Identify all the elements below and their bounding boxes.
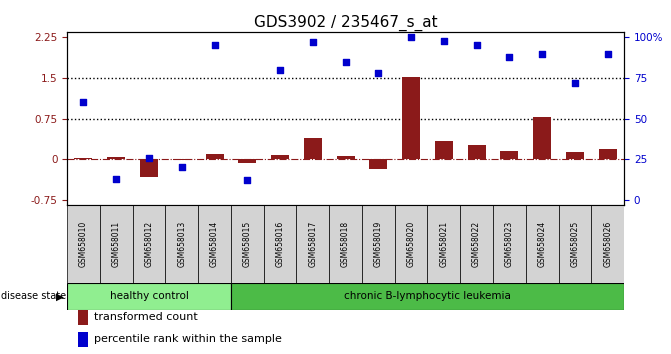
Text: percentile rank within the sample: percentile rank within the sample bbox=[94, 334, 282, 344]
Bar bbox=[107, 157, 125, 159]
Bar bbox=[133, 205, 165, 283]
Text: healthy control: healthy control bbox=[109, 291, 189, 302]
Text: GSM658025: GSM658025 bbox=[570, 221, 579, 267]
Text: disease state: disease state bbox=[1, 291, 66, 302]
Bar bbox=[329, 205, 362, 283]
Bar bbox=[435, 141, 453, 159]
Title: GDS3902 / 235467_s_at: GDS3902 / 235467_s_at bbox=[254, 14, 437, 30]
Bar bbox=[427, 205, 460, 283]
Bar bbox=[79, 310, 89, 325]
Point bbox=[406, 34, 417, 40]
Bar bbox=[67, 283, 231, 310]
Point bbox=[307, 39, 318, 45]
Bar bbox=[100, 205, 133, 283]
Bar bbox=[526, 205, 558, 283]
Bar bbox=[369, 159, 387, 169]
Bar bbox=[566, 152, 584, 159]
Text: chronic B-lymphocytic leukemia: chronic B-lymphocytic leukemia bbox=[344, 291, 511, 302]
Text: GSM658019: GSM658019 bbox=[374, 221, 383, 267]
Text: GSM658024: GSM658024 bbox=[537, 221, 547, 267]
Bar bbox=[198, 205, 231, 283]
Bar bbox=[337, 156, 354, 159]
Text: GSM658013: GSM658013 bbox=[177, 221, 187, 267]
Point bbox=[504, 54, 515, 59]
Text: ▶: ▶ bbox=[56, 291, 64, 302]
Bar bbox=[533, 117, 551, 159]
Bar bbox=[140, 159, 158, 177]
Point bbox=[78, 99, 89, 105]
Bar bbox=[362, 205, 395, 283]
Text: GSM658020: GSM658020 bbox=[407, 221, 415, 267]
Text: GSM658018: GSM658018 bbox=[341, 221, 350, 267]
Bar bbox=[74, 158, 93, 159]
Text: GSM658014: GSM658014 bbox=[210, 221, 219, 267]
Bar bbox=[67, 205, 100, 283]
Bar bbox=[304, 138, 322, 159]
Point bbox=[111, 176, 121, 182]
Bar bbox=[297, 205, 329, 283]
Bar bbox=[271, 155, 289, 159]
Text: GSM658023: GSM658023 bbox=[505, 221, 514, 267]
Text: GSM658017: GSM658017 bbox=[308, 221, 317, 267]
Point bbox=[209, 42, 220, 48]
Point bbox=[176, 165, 187, 170]
Bar bbox=[231, 283, 624, 310]
Text: transformed count: transformed count bbox=[94, 312, 197, 322]
Point bbox=[144, 155, 154, 160]
Point bbox=[537, 51, 548, 56]
Point bbox=[242, 178, 253, 183]
Text: GSM658021: GSM658021 bbox=[440, 221, 448, 267]
Bar bbox=[599, 149, 617, 159]
Bar bbox=[264, 205, 297, 283]
Bar bbox=[591, 205, 624, 283]
Point bbox=[570, 80, 580, 86]
Text: GSM658011: GSM658011 bbox=[112, 221, 121, 267]
Text: GSM658026: GSM658026 bbox=[603, 221, 612, 267]
Text: GSM658022: GSM658022 bbox=[472, 221, 481, 267]
Text: GSM658012: GSM658012 bbox=[144, 221, 154, 267]
Bar bbox=[79, 332, 89, 347]
Bar bbox=[493, 205, 526, 283]
Point bbox=[373, 70, 384, 76]
Bar bbox=[468, 144, 486, 159]
Point bbox=[438, 38, 449, 44]
Bar bbox=[460, 205, 493, 283]
Bar bbox=[205, 154, 223, 159]
Text: GSM658010: GSM658010 bbox=[79, 221, 88, 267]
Bar bbox=[165, 205, 198, 283]
Bar bbox=[172, 159, 191, 160]
Bar bbox=[238, 159, 256, 163]
Text: GSM658016: GSM658016 bbox=[276, 221, 285, 267]
Bar bbox=[231, 205, 264, 283]
Bar bbox=[501, 151, 519, 159]
Bar bbox=[402, 77, 420, 159]
Point bbox=[340, 59, 351, 64]
Bar bbox=[558, 205, 591, 283]
Bar bbox=[395, 205, 427, 283]
Point bbox=[274, 67, 285, 73]
Text: GSM658015: GSM658015 bbox=[243, 221, 252, 267]
Point bbox=[471, 42, 482, 48]
Point bbox=[603, 51, 613, 56]
